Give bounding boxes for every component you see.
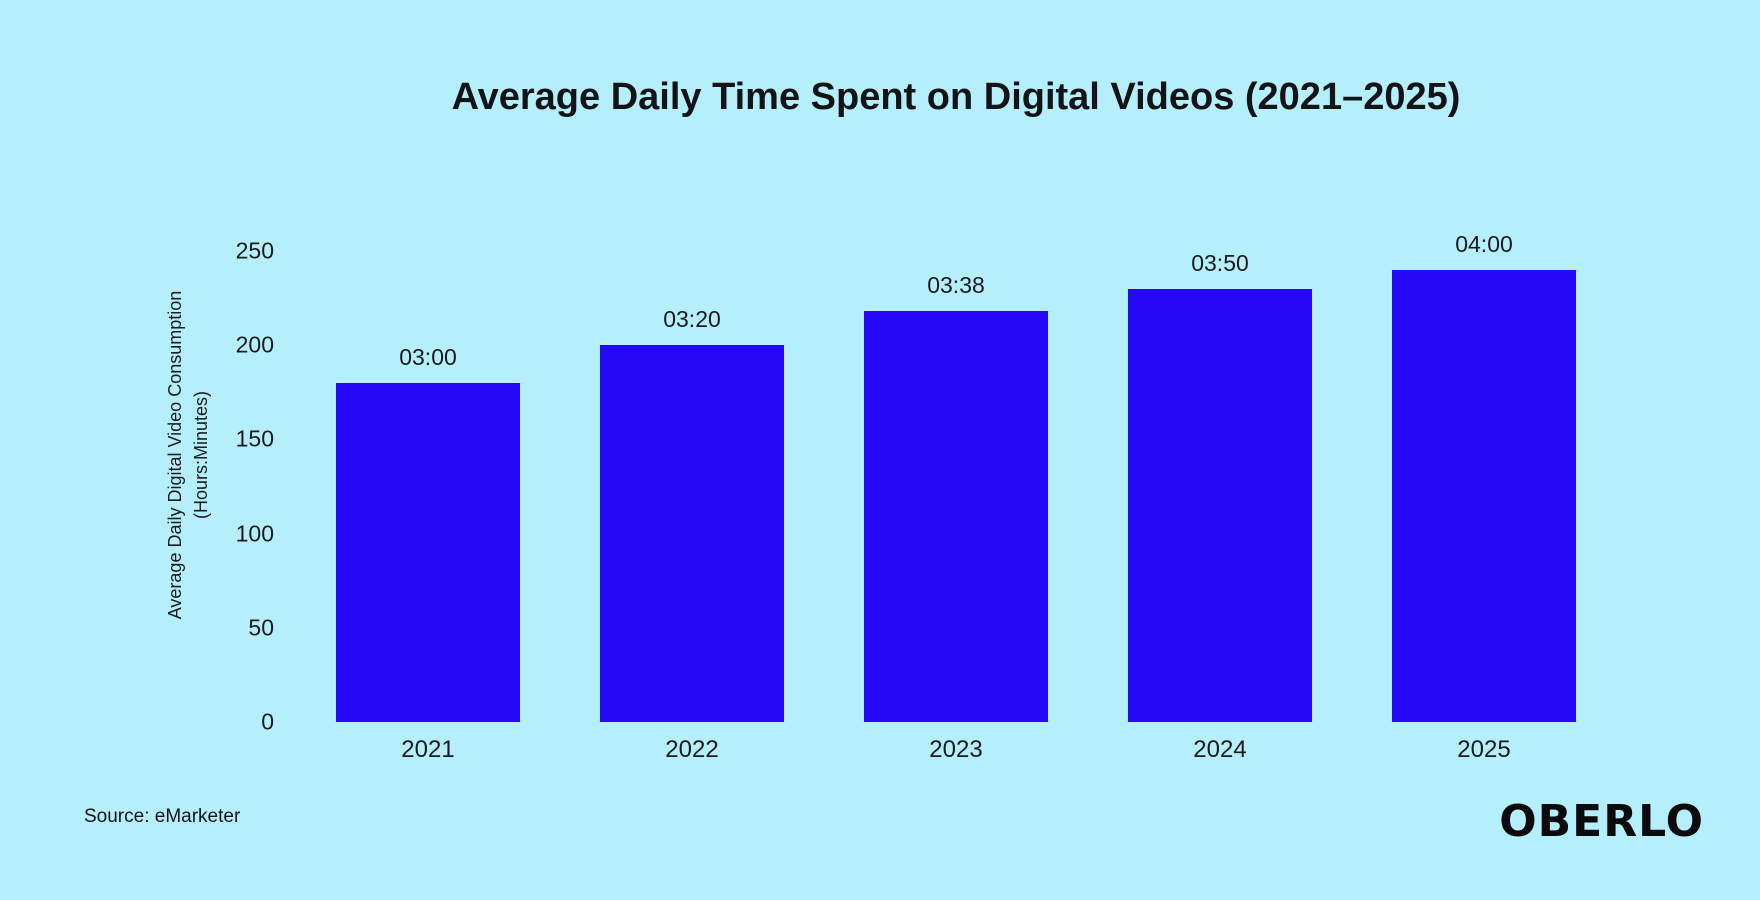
y-tick-label: 250 [235, 237, 274, 264]
bar [336, 382, 520, 722]
bar-value-label: 03:38 [927, 272, 985, 299]
y-axis-ticks: 0 50 100 150 200 250 [0, 238, 288, 735]
source-note: Source: eMarketer [84, 806, 241, 827]
bar-value-label: 03:50 [1191, 249, 1249, 276]
bar-slot: 03:38 2023 [824, 251, 1088, 763]
plot-area: 03:00 2021 03:20 2022 03:38 2023 03:50 2024 04:0… [296, 231, 1616, 763]
y-tick-label: 200 [235, 331, 274, 358]
bar [600, 345, 784, 722]
x-category-label: 2021 [401, 736, 455, 763]
bar [1392, 269, 1576, 722]
x-category-label: 2025 [1457, 736, 1511, 763]
x-category-label: 2022 [665, 736, 719, 763]
bar [1128, 288, 1312, 722]
oberlo-logo: OBERLO [1499, 796, 1704, 847]
y-tick-label: 50 [248, 614, 274, 641]
bar-value-label: 03:20 [663, 306, 721, 333]
bar-value-label: 04:00 [1455, 230, 1513, 257]
bar-slot: 04:00 2025 [1352, 231, 1616, 763]
bar-value-label: 03:00 [399, 343, 457, 370]
bar [864, 311, 1048, 722]
chart-title: Average Daily Time Spent on Digital Vide… [451, 76, 1461, 118]
bar-slot: 03:00 2021 [296, 251, 560, 763]
x-category-label: 2024 [1193, 736, 1247, 763]
y-tick-label: 100 [235, 520, 274, 547]
bar-slot: 03:50 2024 [1088, 249, 1352, 763]
y-tick-label: 150 [235, 425, 274, 452]
x-category-label: 2023 [929, 736, 983, 763]
bar-slot: 03:20 2022 [560, 251, 824, 763]
y-tick-label: 0 [261, 708, 274, 735]
